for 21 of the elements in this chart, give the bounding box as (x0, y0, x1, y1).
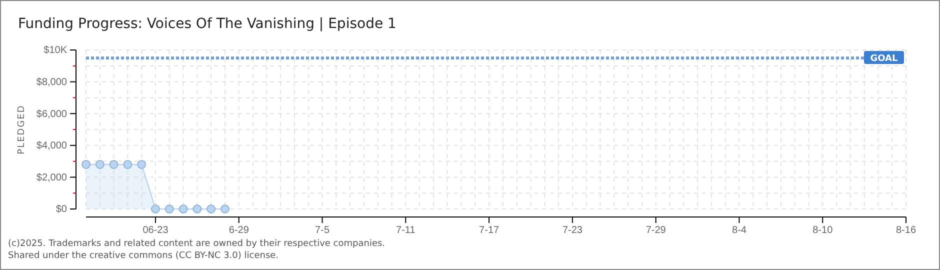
x-tick-label: 7-23 (562, 225, 583, 236)
text: Shared under the creative commons (CC BY-NC 3.0) license. (8, 251, 279, 261)
x-tick-label: 7-29 (646, 225, 666, 236)
ref-line-label: GOAL (870, 54, 898, 64)
x-tick-label: 8-16 (896, 225, 916, 236)
chart-title: Funding Progress: Voices Of The Vanishing | Episode 1 (18, 16, 396, 32)
x-tick-label: 8-10 (812, 225, 834, 236)
text: (c)2025. Trademarks and related content are owned by their respective companies. (8, 239, 386, 249)
x-tick-label: 7-11 (396, 225, 416, 236)
x-tick-label: 6-29 (228, 225, 250, 236)
x-tick-label: 06-23 (142, 225, 169, 236)
y-tick-label: $0 (56, 204, 68, 216)
y-tick-label: $4,000 (36, 140, 68, 152)
y-tick-label: $6,000 (36, 108, 68, 120)
x-tick-label: 7-17 (479, 225, 500, 236)
y-tick-label: $8,000 (36, 77, 68, 88)
x-tick-label: 8-4 (732, 225, 747, 236)
y-tick-label: $10K (44, 45, 68, 56)
x-tick-label: 7-5 (315, 225, 330, 236)
y-tick-label: $2,000 (36, 172, 68, 184)
y-axis-title: PLEDGED (17, 104, 27, 154)
